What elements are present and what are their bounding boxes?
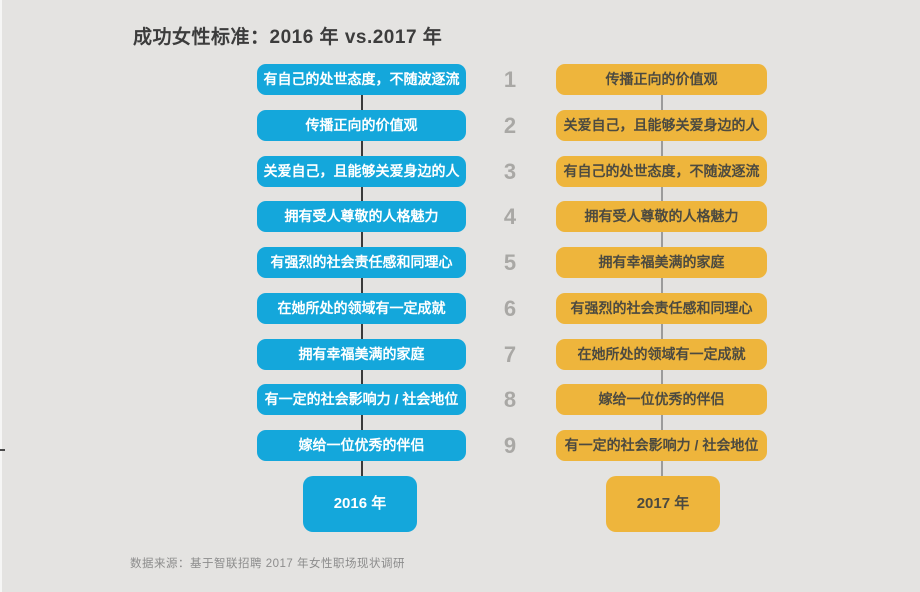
item-2017-rank9: 有一定的社会影响力 / 社会地位 [556, 430, 767, 461]
item-2016-rank4: 拥有受人尊敬的人格魅力 [257, 201, 466, 232]
year-label-2016: 2016 年 [303, 476, 417, 532]
item-2016-rank6: 在她所处的领域有一定成就 [257, 293, 466, 324]
rank-number-5: 5 [503, 250, 517, 275]
item-2016-rank2: 传播正向的价值观 [257, 110, 466, 141]
data-source-note: 数据来源：基于智联招聘 2017 年女性职场现状调研 [130, 558, 405, 570]
item-2016-rank5: 有强烈的社会责任感和同理心 [257, 247, 466, 278]
item-2017-rank7: 在她所处的领域有一定成就 [556, 339, 767, 370]
item-2017-rank6: 有强烈的社会责任感和同理心 [556, 293, 767, 324]
rank-number-6: 6 [503, 296, 517, 321]
item-2017-rank2: 关爱自己，且能够关爱身边的人 [556, 110, 767, 141]
item-2016-rank1: 有自己的处世态度，不随波逐流 [257, 64, 466, 95]
year-label-2017: 2017 年 [606, 476, 720, 532]
item-2017-rank1: 传播正向的价值观 [556, 64, 767, 95]
item-2016-rank7: 拥有幸福美满的家庭 [257, 339, 466, 370]
item-2016-rank3: 关爱自己，且能够关爱身边的人 [257, 156, 466, 187]
item-2017-rank5: 拥有幸福美满的家庭 [556, 247, 767, 278]
connector-line-2016 [361, 80, 363, 476]
connector-line-2017 [661, 80, 663, 476]
rank-number-7: 7 [503, 342, 517, 367]
item-2017-rank3: 有自己的处世态度，不随波逐流 [556, 156, 767, 187]
rank-number-9: 9 [503, 433, 517, 458]
left-edge-highlight [0, 0, 2, 592]
rank-number-8: 8 [503, 387, 517, 412]
left-edge-tick [0, 449, 5, 451]
rank-number-1: 1 [503, 67, 517, 92]
rank-number-4: 4 [503, 204, 517, 229]
item-2017-rank8: 嫁给一位优秀的伴侣 [556, 384, 767, 415]
item-2017-rank4: 拥有受人尊敬的人格魅力 [556, 201, 767, 232]
rank-number-3: 3 [503, 159, 517, 184]
item-2016-rank9: 嫁给一位优秀的伴侣 [257, 430, 466, 461]
rank-number-2: 2 [503, 113, 517, 138]
page-title: 成功女性标准：2016 年 vs.2017 年 [133, 27, 443, 48]
item-2016-rank8: 有一定的社会影响力 / 社会地位 [257, 384, 466, 415]
